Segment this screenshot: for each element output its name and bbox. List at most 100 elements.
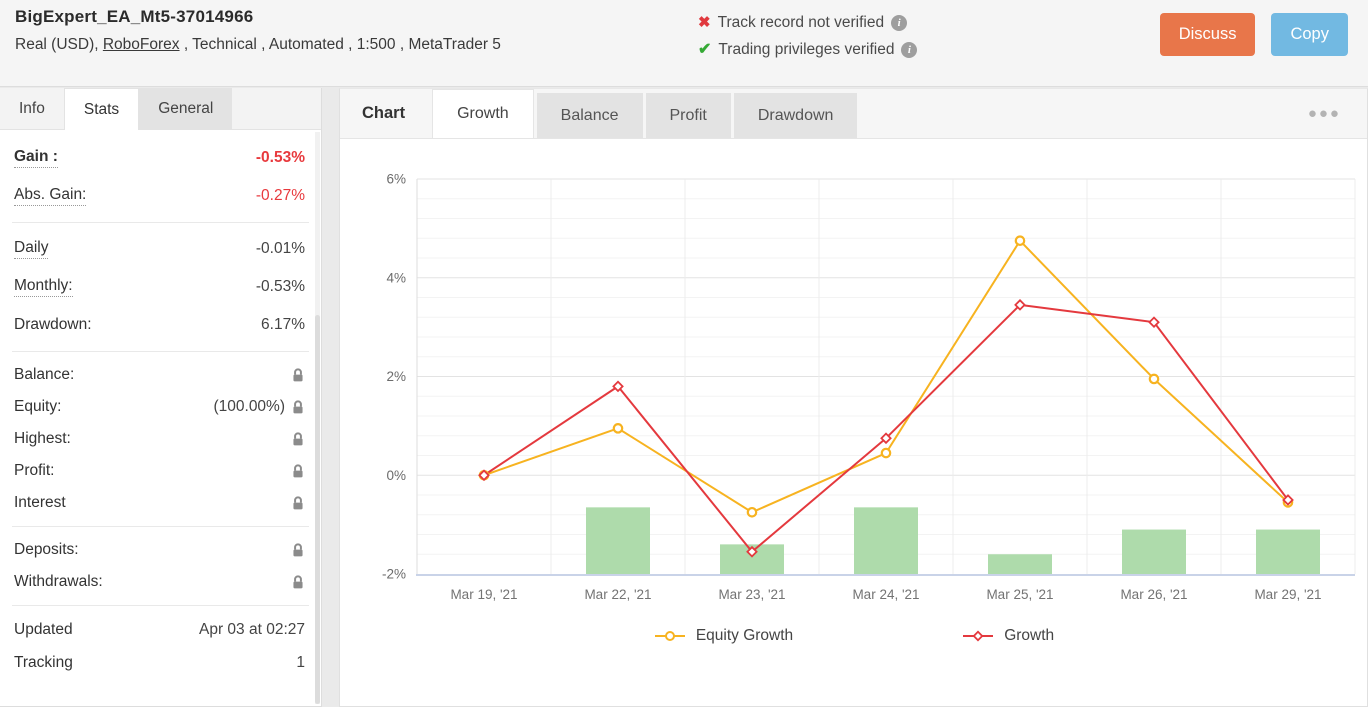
sidebar-tab-info[interactable]: Info <box>19 99 45 117</box>
stat-value-text: Apr 03 at 02:27 <box>199 620 305 638</box>
lock-icon <box>293 542 303 556</box>
chart-tab-profit[interactable]: Profit <box>645 93 731 138</box>
sidebar-tab-general[interactable]: General <box>139 88 233 129</box>
stat-row-withdrawals: Withdrawals: <box>14 566 305 598</box>
lock-icon <box>293 431 303 445</box>
y-tick-label: 6% <box>386 172 406 187</box>
stat-value-text: -0.01% <box>255 240 305 257</box>
x-tick-label: Mar 22, '21 <box>584 587 651 602</box>
chart-tab-drawdown[interactable]: Drawdown <box>733 93 858 138</box>
chart-tab-growth[interactable]: Growth <box>432 89 534 138</box>
chart-panel: Chart Growth Balance Profit Drawdown ●●● 6% 4… <box>339 88 1368 707</box>
bar-5 <box>1122 529 1186 574</box>
stat-group: Balance: Equity: (100.00%) Highest: Profit: I… <box>14 359 305 519</box>
bar-3 <box>854 507 918 574</box>
sidebar-tabs: Info Stats General <box>0 88 321 130</box>
copy-button[interactable]: Copy <box>1271 13 1348 56</box>
stat-group: Daily -0.01% Monthly: -0.53% Drawdown: 6.17% <box>14 230 305 344</box>
stat-row-updated: Updated Apr 03 at 02:27 <box>14 613 305 646</box>
marker-growth <box>1148 316 1160 329</box>
stats-sidebar: Info Stats General Gain : -0.53% Abs. Gain: -… <box>0 88 322 707</box>
stat-value-text: -0.27% <box>255 187 305 204</box>
sidebar-tab-stats[interactable]: Stats <box>63 88 140 130</box>
account-subtitle: Real (USD), RoboForex , Technical , Auto… <box>15 36 501 54</box>
x-tick-label: Mar 19, '21 <box>450 587 517 602</box>
stat-value-text: (100.00%) <box>213 398 285 415</box>
stat-label-abs-gain: Abs. Gain: <box>14 186 87 206</box>
marker-equity-growth <box>612 423 624 434</box>
legend-marker-diamond <box>963 630 994 642</box>
divider <box>12 222 309 223</box>
bar-1 <box>586 507 650 574</box>
broker-link[interactable]: RoboForex <box>102 36 180 53</box>
stat-row-deposits: Deposits: <box>14 534 305 566</box>
stat-value-monthly: -0.53% <box>256 278 305 296</box>
lock-icon <box>293 495 303 509</box>
lock-icon <box>293 399 303 413</box>
legend-growth[interactable]: Growth <box>961 627 1054 645</box>
x-tick-label: Mar 25, '21 <box>986 587 1053 602</box>
stat-row-interest: Interest <box>14 487 305 519</box>
account-header: BigExpert_EA_Mt5-37014966 Real (USD), Ro… <box>0 0 1368 87</box>
stat-row-gain: Gain : -0.53% <box>14 139 305 177</box>
chart-legend: Equity Growth Growth <box>340 627 1367 645</box>
stat-value-balance <box>291 367 305 383</box>
stat-label-balance: Balance: <box>14 366 75 383</box>
verification-text: Track record not verified <box>717 13 885 31</box>
verification-trading-privileges: ✔ Trading privileges verified i <box>698 36 918 63</box>
y-tick-label: 0% <box>386 468 406 483</box>
legend-label: Growth <box>1004 627 1055 644</box>
account-title-block: BigExpert_EA_Mt5-37014966 Real (USD), Ro… <box>15 7 501 54</box>
marker-growth <box>746 545 758 558</box>
chart-tab-balance[interactable]: Balance <box>536 93 643 138</box>
stat-value-updated: Apr 03 at 02:27 <box>199 621 305 639</box>
stat-label-withdrawals: Withdrawals: <box>14 573 103 590</box>
stat-value-text: -0.53% <box>255 149 305 166</box>
legend-equity-growth[interactable]: Equity Growth <box>653 627 793 645</box>
y-tick-label: 4% <box>386 270 406 285</box>
header-buttons: Discuss Copy <box>1159 13 1348 56</box>
stat-row-monthly: Monthly: -0.53% <box>14 268 305 306</box>
verification-track-record: ✖ Track record not verified i <box>698 9 917 36</box>
stat-value-profit <box>291 463 305 479</box>
sidebar-stats: Gain : -0.53% Abs. Gain: -0.27% Daily -0.01% M… <box>0 130 321 679</box>
content-area: Info Stats General Gain : -0.53% Abs. Gain: -… <box>0 88 1368 707</box>
stat-value-deposits <box>291 542 305 558</box>
stat-label-drawdown: Drawdown: <box>14 316 92 333</box>
stat-row-drawdown: Drawdown: 6.17% <box>14 306 305 344</box>
verification-block: ✖ Track record not verified i ✔ Trading priv… <box>698 9 918 63</box>
subtitle-prefix: Real (USD), <box>15 36 103 53</box>
stat-label-gain: Gain : <box>14 148 58 168</box>
stat-value-text: 1 <box>296 653 305 671</box>
stat-value-text: 6.17% <box>261 316 305 333</box>
stat-value-withdrawals <box>291 574 305 590</box>
lock-icon <box>293 574 303 588</box>
x-tick-label: Mar 24, '21 <box>852 587 919 602</box>
divider <box>12 605 309 606</box>
stat-label-equity: Equity: <box>14 398 62 415</box>
subtitle-suffix: , Technical , Automated , 1:500 , MetaTr… <box>179 36 501 53</box>
stat-row-highest: Highest: <box>14 423 305 455</box>
scrollbar-thumb[interactable] <box>315 315 320 704</box>
sidebar-scrollbar[interactable] <box>315 132 320 704</box>
stat-row-tracking: Tracking 1 <box>14 646 305 679</box>
stat-label-updated: Updated <box>14 620 73 638</box>
stat-value-tracking: 1 <box>296 654 305 672</box>
marker-growth <box>478 469 490 482</box>
stat-group: Deposits: Withdrawals: <box>14 534 305 598</box>
marker-equity-growth <box>1148 373 1160 385</box>
stat-row-daily: Daily -0.01% <box>14 230 305 268</box>
x-tick-label: Mar 23, '21 <box>718 587 785 602</box>
stat-label-profit: Profit: <box>14 462 55 479</box>
stat-value-highest <box>291 431 305 447</box>
verification-text: Trading privileges verified <box>718 40 895 58</box>
growth-chart: 6% 4% 2% 0% -2% Mar 19, '21 Mar 22, '21 Mar 23,… <box>382 172 1356 602</box>
info-icon[interactable]: i <box>891 14 908 31</box>
bar-4 <box>988 554 1052 574</box>
marker-growth <box>612 380 624 393</box>
lock-icon <box>293 367 303 381</box>
more-options-icon[interactable]: ●●● <box>1307 105 1341 122</box>
info-icon[interactable]: i <box>901 41 918 58</box>
stat-label-monthly: Monthly: <box>14 277 73 297</box>
discuss-button[interactable]: Discuss <box>1159 13 1256 56</box>
